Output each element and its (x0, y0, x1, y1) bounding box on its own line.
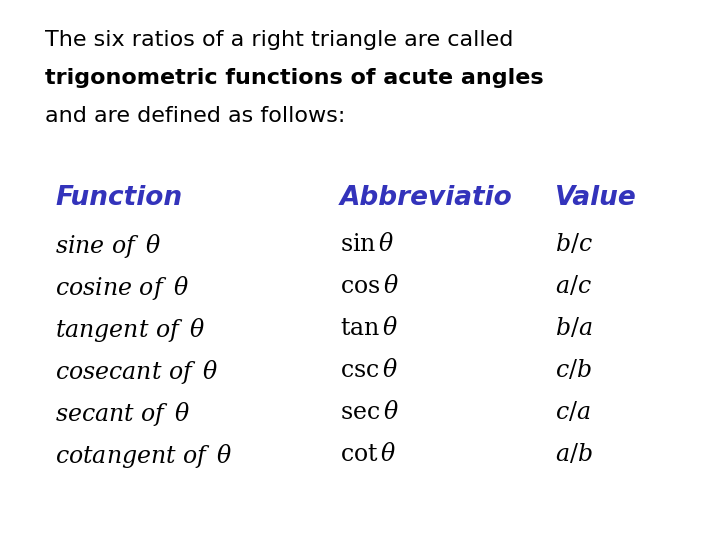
Text: $a/c$: $a/c$ (555, 274, 592, 298)
Text: $a/b$: $a/b$ (555, 442, 593, 466)
Text: cosine of $\,\theta$: cosine of $\,\theta$ (55, 274, 189, 302)
Text: Value: Value (555, 185, 636, 211)
Text: $\tan\theta$: $\tan\theta$ (340, 316, 398, 340)
Text: $\csc\theta$: $\csc\theta$ (340, 358, 398, 382)
Text: and are defined as follows:: and are defined as follows: (45, 106, 346, 126)
Text: $\sec\theta$: $\sec\theta$ (340, 400, 399, 424)
Text: sine of $\,\theta$: sine of $\,\theta$ (55, 232, 161, 260)
Text: tangent of $\,\theta$: tangent of $\,\theta$ (55, 316, 205, 344)
Text: Abbreviatio: Abbreviatio (340, 185, 513, 211)
Text: $b/c$: $b/c$ (555, 232, 593, 256)
Text: cosecant of $\,\theta$: cosecant of $\,\theta$ (55, 358, 218, 386)
Text: $\sin\theta$: $\sin\theta$ (340, 232, 395, 256)
Text: The six ratios of a right triangle are called: The six ratios of a right triangle are c… (45, 30, 513, 50)
Text: Function: Function (55, 185, 182, 211)
Text: trigonometric functions of acute angles: trigonometric functions of acute angles (45, 68, 544, 88)
Text: $c/b$: $c/b$ (555, 358, 592, 382)
Text: $\cos\theta$: $\cos\theta$ (340, 274, 399, 298)
Text: cotangent of $\,\theta$: cotangent of $\,\theta$ (55, 442, 233, 470)
Text: secant of $\,\theta$: secant of $\,\theta$ (55, 400, 191, 428)
Text: $b/a$: $b/a$ (555, 316, 593, 340)
Text: $\cot\theta$: $\cot\theta$ (340, 442, 397, 466)
Text: $c/a$: $c/a$ (555, 400, 590, 424)
